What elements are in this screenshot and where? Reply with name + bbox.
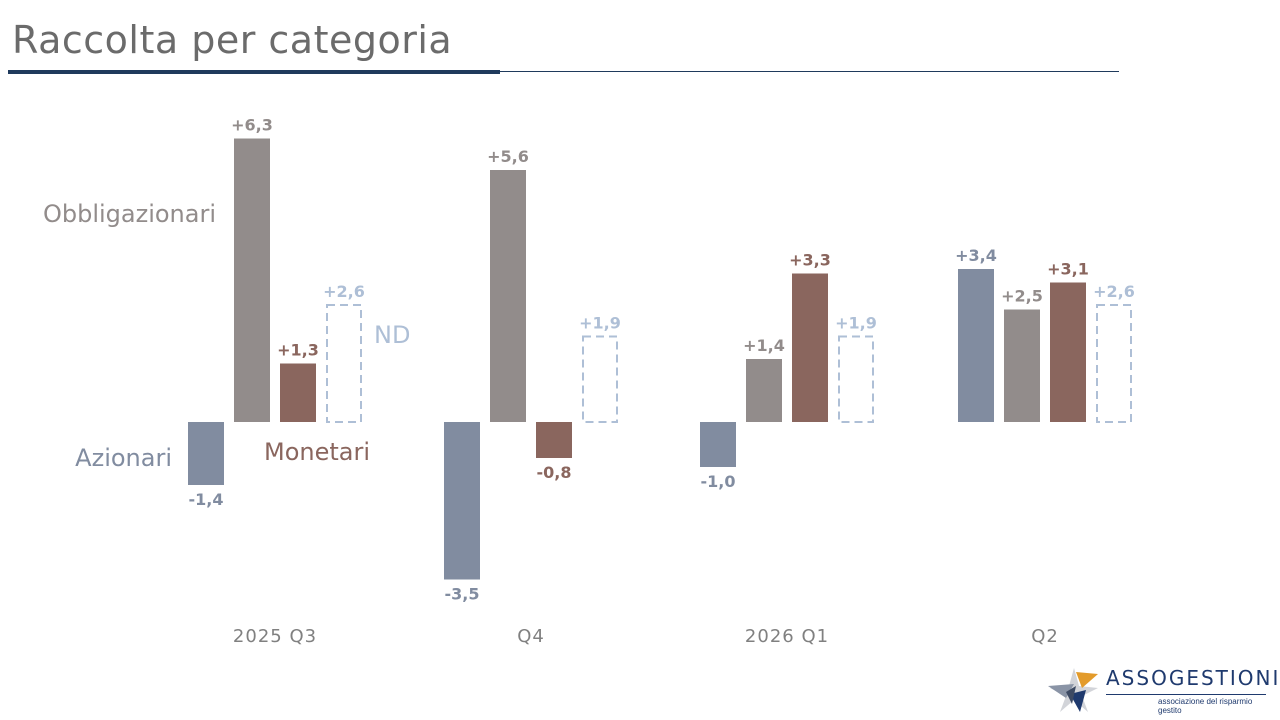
bar-azionari-q2 — [958, 269, 994, 422]
data-label-nd-q2: +2,6 — [1093, 282, 1135, 301]
bar-monetari-q4 — [536, 422, 572, 458]
data-label-azionari-q4: -3,5 — [445, 585, 480, 604]
legend-label-obbligazionari: Obbligazionari — [43, 200, 216, 228]
data-label-obbligazionari-q2: +2,5 — [1001, 287, 1043, 306]
legend-label-nd: ND — [374, 321, 410, 349]
data-label-azionari-q2: +3,4 — [955, 246, 997, 265]
data-label-obbligazionari-q4: +5,6 — [487, 147, 529, 166]
category-label-2025-q3: 2025 Q3 — [233, 626, 317, 647]
data-label-monetari-2026-q1: +3,3 — [789, 251, 831, 270]
bar-nd-q4 — [582, 335, 618, 423]
data-label-nd-2026-q1: +1,9 — [835, 314, 877, 333]
star-logo-icon — [1048, 668, 1098, 712]
bar-obbligazionari-2025-q3 — [234, 138, 270, 422]
logo-tagline: associazione del risparmio gestito — [1158, 697, 1253, 715]
title-underline — [8, 71, 1119, 72]
legend-label-monetari: Monetari — [264, 438, 370, 466]
data-label-nd-q4: +1,9 — [579, 314, 621, 333]
bar-azionari-2025-q3 — [188, 422, 224, 485]
data-label-azionari-2025-q3: -1,4 — [189, 490, 224, 509]
data-label-obbligazionari-2026-q1: +1,4 — [743, 336, 785, 355]
bar-monetari-q2 — [1050, 282, 1086, 422]
assogestioni-logo: ASSOGESTIONI associazione del risparmio … — [1046, 664, 1278, 715]
logo-divider — [1106, 694, 1266, 695]
bar-obbligazionari-q4 — [490, 170, 526, 422]
logo-name: ASSOGESTIONI — [1106, 666, 1280, 690]
page-title: Raccolta per categoria — [12, 18, 453, 62]
bar-monetari-2025-q3 — [280, 363, 316, 422]
data-label-nd-2025-q3: +2,6 — [323, 282, 365, 301]
bar-nd-q2 — [1096, 304, 1132, 423]
data-label-obbligazionari-2025-q3: +6,3 — [231, 116, 273, 135]
data-label-monetari-q2: +3,1 — [1047, 260, 1089, 279]
data-label-azionari-2026-q1: -1,0 — [701, 472, 736, 491]
bar-chart: -1,4 +6,3 +1,3 +2,6 2025 Q3 -3,5 +5,6 -0,8 +1,9 Q… — [43, 116, 1135, 648]
data-label-monetari-q4: -0,8 — [537, 463, 572, 482]
category-label-2026-q1: 2026 Q1 — [745, 626, 829, 647]
bar-nd-2025-q3 — [326, 304, 362, 423]
bar-nd-2026-q1 — [838, 335, 874, 423]
bar-monetari-2026-q1 — [792, 273, 828, 422]
bar-obbligazionari-q2 — [1004, 309, 1040, 422]
bar-obbligazionari-2026-q1 — [746, 359, 782, 422]
title-underline-accent — [8, 70, 500, 74]
legend-label-azionari: Azionari — [75, 444, 172, 472]
bar-azionari-q4 — [444, 422, 480, 580]
data-label-monetari-2025-q3: +1,3 — [277, 341, 319, 360]
category-label-q4: Q4 — [517, 626, 545, 647]
bar-azionari-2026-q1 — [700, 422, 736, 467]
category-label-q2: Q2 — [1031, 626, 1059, 647]
